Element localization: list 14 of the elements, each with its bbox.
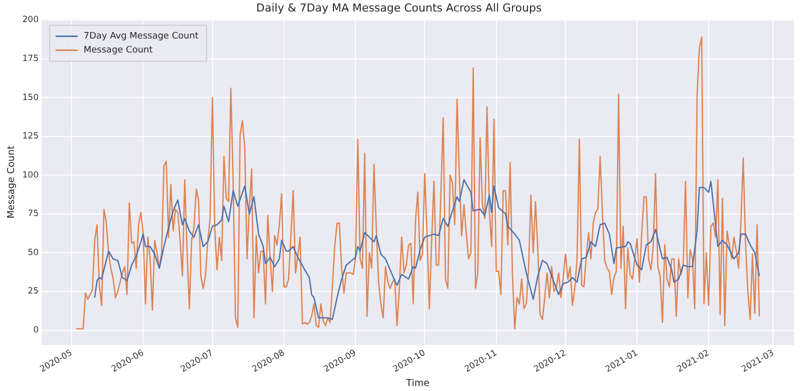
y-tick-label: 125 [22,132,39,142]
y-tick-label: 0 [33,325,39,336]
y-tick-label: 75 [28,209,39,220]
y-tick-label: 100 [22,170,39,180]
y-tick-label: 50 [28,248,39,258]
legend-label: Message Count [84,46,154,56]
y-tick-label: 200 [22,15,39,26]
y-tick-label: 175 [22,54,39,64]
y-axis-title: Message Count [6,145,18,219]
chart-title: Daily & 7Day MA Message Counts Across All Groups [256,1,542,14]
x-axis-title: Time [405,378,430,389]
legend-label: 7Day Avg Message Count [84,32,200,42]
y-tick-label: 150 [22,92,39,103]
y-tick-label: 25 [28,286,39,297]
